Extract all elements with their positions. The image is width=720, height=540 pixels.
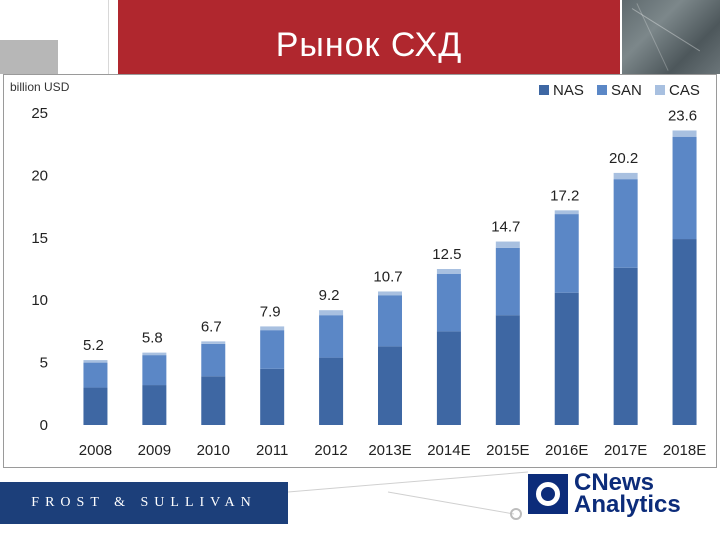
bar-san-2012 — [319, 315, 344, 358]
bar-cas-2009 — [142, 352, 167, 356]
bar-total-label: 7.9 — [260, 303, 281, 320]
bar-cas-2015Е — [495, 241, 520, 248]
leaf-photo-decoration — [622, 0, 720, 74]
bar-san-2008 — [83, 362, 108, 388]
x-tick-label: 2016Е — [545, 442, 588, 459]
y-tick-label: 20 — [31, 167, 48, 184]
bar-nas-2010 — [201, 376, 226, 425]
decorative-lines — [288, 471, 528, 520]
bar-nas-2012 — [319, 357, 344, 425]
bar-san-2017Е — [613, 179, 638, 268]
bar-nas-2018Е — [672, 239, 697, 425]
bar-cas-2012 — [319, 310, 344, 316]
bar-nas-2008 — [83, 387, 108, 425]
bar-nas-2017Е — [613, 267, 638, 425]
bar-total-label: 12.5 — [432, 246, 461, 263]
legend-label-cas: CAS — [669, 82, 700, 99]
x-tick-label: 2018Е — [663, 442, 706, 459]
x-tick-label: 2017Е — [604, 442, 647, 459]
bar-cas-2010 — [201, 341, 226, 344]
bar-total-label: 23.6 — [668, 107, 697, 124]
x-tick-label: 2012 — [314, 442, 347, 459]
legend-swatch-cas — [655, 85, 665, 95]
legend-swatch-nas — [539, 85, 549, 95]
bar-total-label: 17.2 — [550, 187, 579, 204]
bar-total-label: 10.7 — [373, 268, 402, 285]
bar-cas-2018Е — [672, 130, 697, 137]
bar-nas-2013Е — [378, 346, 402, 425]
x-tick-label: 2010 — [197, 442, 230, 459]
bar-cas-2008 — [83, 360, 108, 363]
bar-total-label: 14.7 — [491, 219, 520, 236]
legend-label-san: SAN — [611, 82, 642, 99]
bar-nas-2014Е — [436, 331, 461, 425]
y-tick-label: 10 — [31, 292, 48, 309]
chart-panel: billion USD 0 5 10 15 20 25 5.2 2008 5.8 2009 6.7 20… — [3, 74, 717, 468]
y-tick-label: 25 — [31, 105, 48, 122]
cnews-mark-icon — [528, 474, 568, 514]
bar-cas-2011 — [260, 326, 285, 331]
top-left-divider — [108, 0, 109, 74]
bar-cas-2016Е — [554, 210, 579, 215]
bar-nas-2011 — [260, 368, 285, 425]
x-tick-label: 2014Е — [427, 442, 470, 459]
cnews-analytics-logo: CNews Analytics — [528, 470, 718, 518]
y-tick-label: 0 — [40, 417, 48, 434]
title-band: Рынок СХД — [118, 0, 620, 74]
bar-total-label: 20.2 — [609, 150, 638, 167]
x-tick-label: 2011 — [256, 442, 288, 459]
bar-total-label: 5.2 — [83, 337, 104, 354]
y-units-label: billion USD — [10, 80, 70, 94]
bar-san-2014Е — [436, 273, 461, 332]
frost-sullivan-band: FROST & SULLIVAN — [0, 482, 288, 524]
bar-cas-2017Е — [613, 172, 638, 180]
bar-nas-2016Е — [554, 292, 579, 425]
slide-title: Рынок СХД — [275, 25, 463, 64]
bar-cas-2013Е — [378, 291, 402, 296]
bar-san-2018Е — [672, 136, 697, 240]
bar-san-2013Е — [378, 295, 402, 347]
bar-san-2016Е — [554, 214, 579, 293]
bar-nas-2015Е — [495, 315, 520, 425]
top-left-decor-block — [0, 40, 58, 74]
bar-total-label: 9.2 — [319, 287, 340, 304]
bar-cas-2014Е — [436, 269, 461, 274]
x-tick-label: 2015Е — [486, 442, 529, 459]
bar-san-2010 — [201, 343, 226, 377]
bar-total-label: 6.7 — [201, 318, 222, 335]
legend-label-nas: NAS — [553, 82, 584, 99]
bar-san-2015Е — [495, 247, 520, 316]
bar-nas-2009 — [142, 385, 167, 425]
y-tick-label: 15 — [31, 230, 48, 247]
analytics-wordmark: Analytics — [574, 491, 681, 518]
cnews-wordmark: CNews — [574, 469, 655, 496]
y-tick-label: 5 — [40, 355, 48, 372]
x-tick-label: 2009 — [138, 442, 171, 459]
legend-swatch-san — [597, 85, 607, 95]
x-tick-label: 2013Е — [368, 442, 411, 459]
stacked-bar-chart: billion USD 0 5 10 15 20 25 5.2 2008 5.8 2009 6.7 20… — [10, 80, 706, 459]
frost-sullivan-logo: FROST & SULLIVAN — [31, 495, 257, 510]
bar-san-2009 — [142, 355, 167, 386]
x-tick-label: 2008 — [79, 442, 112, 459]
bar-san-2011 — [260, 330, 285, 369]
bar-total-label: 5.8 — [142, 330, 163, 347]
